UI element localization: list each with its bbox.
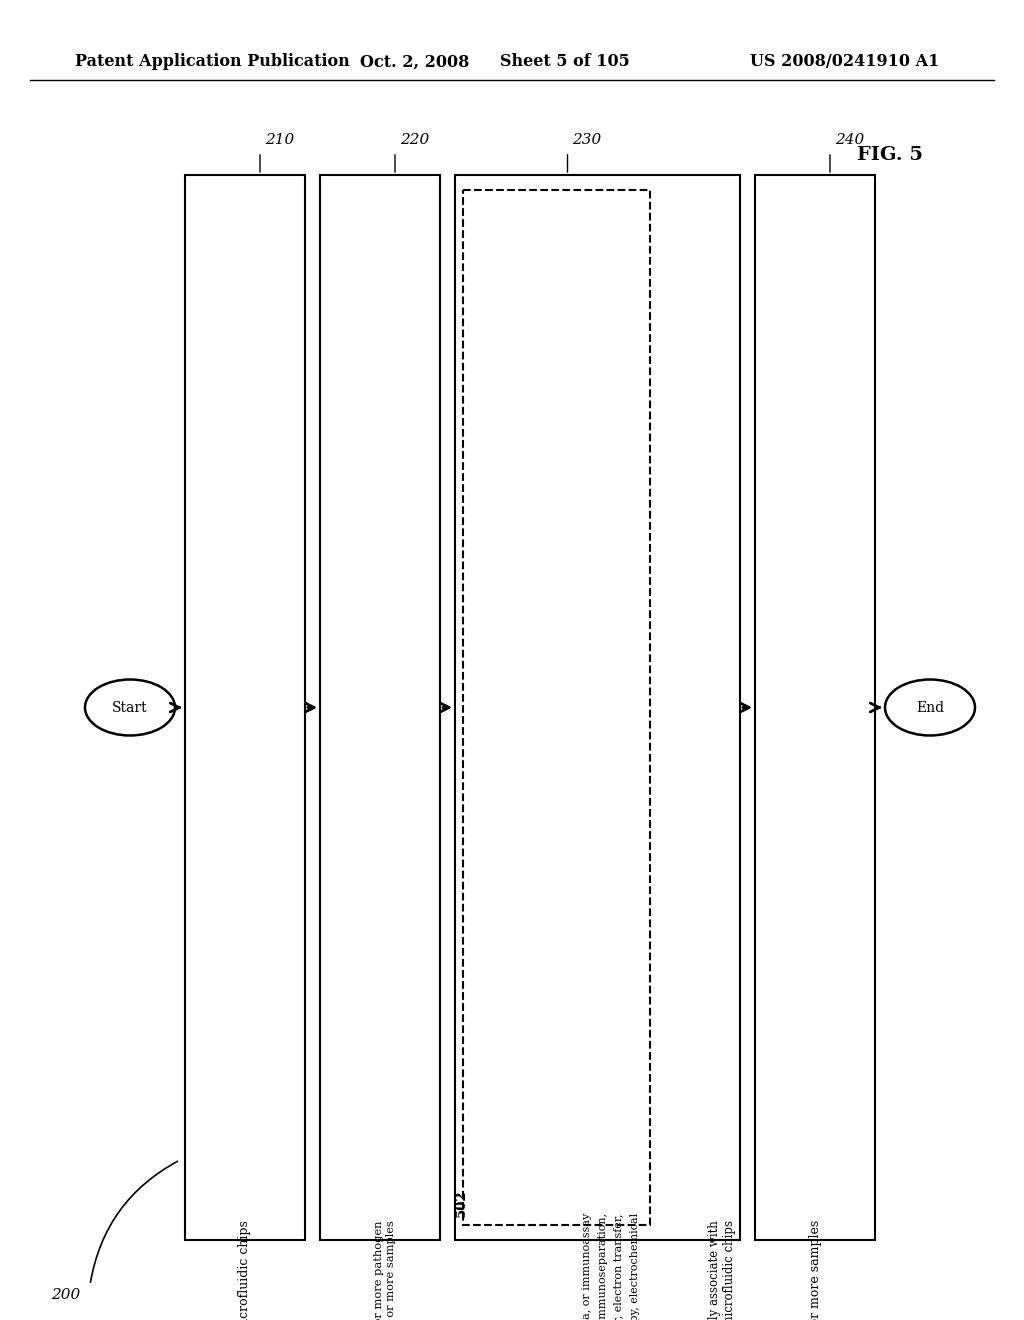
Text: 240: 240 bbox=[835, 133, 864, 147]
Text: 230: 230 bbox=[572, 133, 602, 147]
Text: FIG. 5: FIG. 5 bbox=[857, 147, 923, 164]
Text: Oct. 2, 2008: Oct. 2, 2008 bbox=[360, 54, 470, 70]
Text: 220: 220 bbox=[400, 133, 429, 147]
Text: accepting one or more samples with one or more microfluidic chips: accepting one or more samples with one o… bbox=[239, 1220, 252, 1320]
Text: 200: 200 bbox=[51, 1288, 80, 1302]
Text: identifying one or more pathogens present within the one or more samples: identifying one or more pathogens presen… bbox=[809, 1220, 821, 1320]
Bar bbox=[319, 176, 440, 1239]
Text: End: End bbox=[915, 701, 944, 714]
Bar bbox=[463, 190, 650, 1225]
Text: 502: 502 bbox=[455, 1189, 468, 1217]
Text: detection, polynucleotide detection, fluorescence anisotropy, fluorescence reson: detection, polynucleotide detection, flu… bbox=[614, 1213, 624, 1320]
Bar bbox=[755, 176, 874, 1239]
Text: enzyme assay, electrical conductivity, isoelectric focusing, chromatography, imm: enzyme assay, electrical conductivity, i… bbox=[598, 1213, 608, 1320]
Ellipse shape bbox=[885, 680, 975, 735]
Text: US 2008/0241910 A1: US 2008/0241910 A1 bbox=[751, 54, 940, 70]
Text: processing the one or more samples with the one or more microfluidic chips to fa: processing the one or more samples with … bbox=[374, 1220, 396, 1320]
Text: Sheet 5 of 105: Sheet 5 of 105 bbox=[500, 54, 630, 70]
Ellipse shape bbox=[85, 680, 175, 735]
Text: analyzing the one or more pathogen indicators with one or more analysis units th: analyzing the one or more pathogen indic… bbox=[708, 1220, 736, 1320]
Text: aptamer binding, electrophoresis, use of a CCD camera, or immunoassay: aptamer binding, electrophoresis, use of… bbox=[582, 1213, 592, 1320]
Bar bbox=[185, 176, 305, 1239]
Text: 210: 210 bbox=[265, 133, 294, 147]
Text: Patent Application Publication: Patent Application Publication bbox=[75, 54, 350, 70]
Text: analyzing the one or more pathogen indicators with at least one technique that i: analyzing the one or more pathogen indic… bbox=[630, 1213, 640, 1320]
Bar bbox=[455, 176, 740, 1239]
Text: Start: Start bbox=[113, 701, 147, 714]
